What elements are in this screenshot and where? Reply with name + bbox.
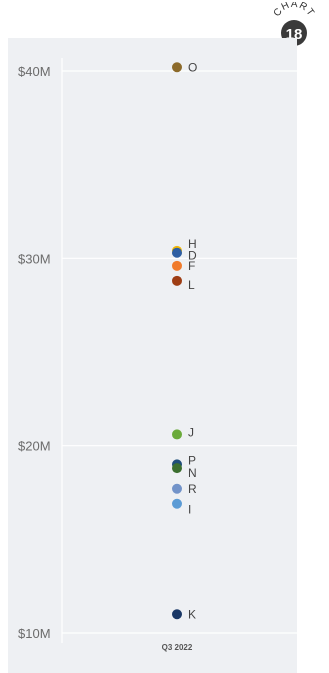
data-label-k: K	[188, 607, 196, 621]
y-tick-label: $20M	[18, 439, 51, 454]
data-point-j	[172, 429, 182, 440]
data-label-j: J	[188, 425, 194, 439]
data-point-o	[172, 62, 182, 73]
y-axis: $10M $20M $30M $40M	[18, 64, 51, 641]
data-point-n	[172, 463, 182, 474]
data-label-l: L	[188, 278, 195, 292]
x-axis: Q3 2022	[162, 643, 193, 652]
data-point-k	[172, 609, 182, 620]
data-point-l	[172, 275, 182, 286]
y-tick-label: $40M	[18, 64, 51, 79]
data-label-p: P	[188, 453, 196, 467]
x-tick-label: Q3 2022	[162, 643, 193, 652]
data-point-d	[172, 247, 182, 258]
data-label-f: F	[188, 259, 195, 273]
data-label-d: D	[188, 249, 197, 263]
data-label-h: H	[188, 237, 197, 251]
data-label-i: I	[188, 503, 191, 517]
data-label-n: N	[188, 466, 197, 480]
data-point-r	[172, 483, 182, 494]
data-label-r: R	[188, 482, 197, 496]
plot-background	[8, 38, 297, 673]
data-point-i	[172, 498, 182, 509]
y-tick-label: $10M	[18, 626, 51, 641]
data-label-o: O	[188, 60, 197, 74]
data-point-f	[172, 260, 182, 271]
y-tick-label: $30M	[18, 251, 51, 266]
